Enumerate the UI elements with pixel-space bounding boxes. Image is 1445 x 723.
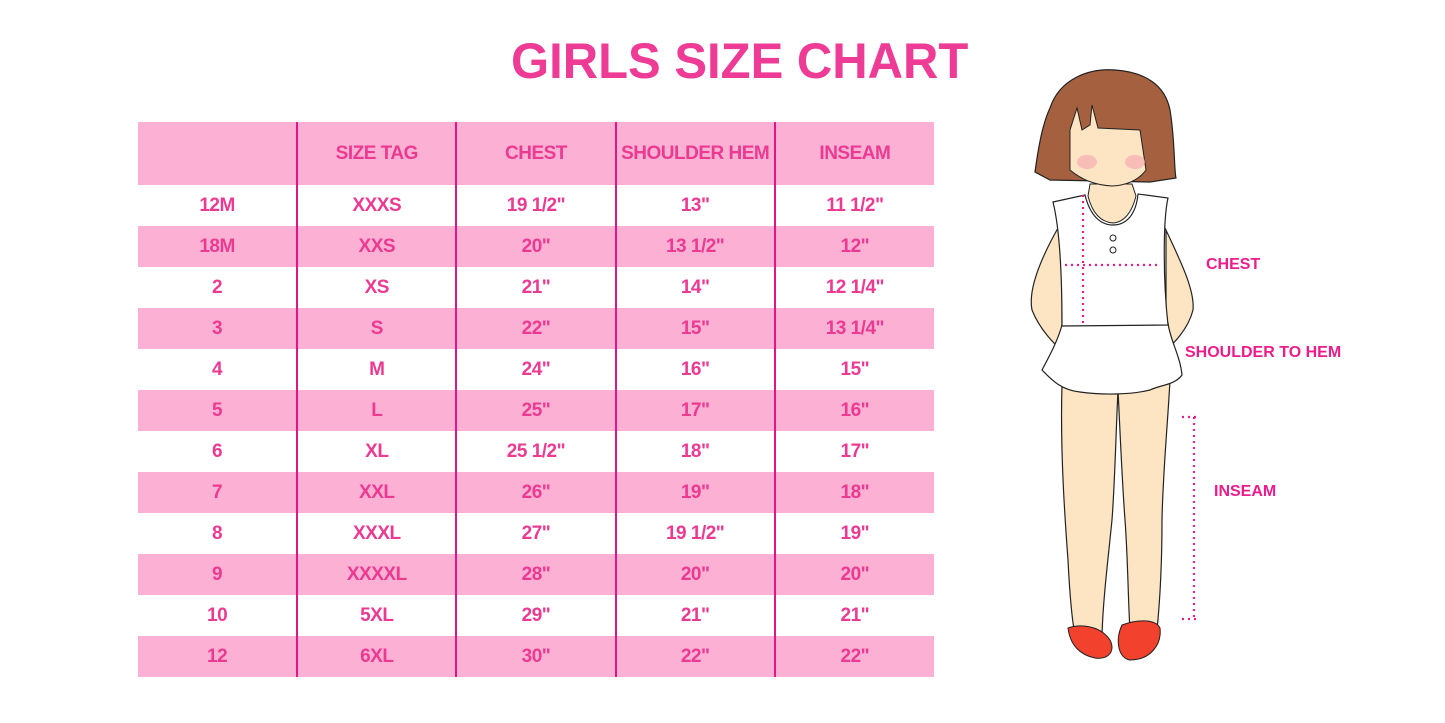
table-cell: 21"	[773, 595, 934, 636]
table-cell: 19"	[614, 472, 775, 513]
title-text: GIRLS SIZE CHART	[511, 33, 969, 89]
table-row: 18M XXS 20" 13 1/2" 12"	[138, 226, 934, 267]
left-shoe	[1067, 625, 1113, 659]
table-cell: 9	[138, 554, 298, 595]
table-cell: 2	[212, 276, 223, 298]
table-row: 3 S 22" 15" 13 1/4"	[138, 308, 934, 349]
table-cell: 22"	[614, 636, 775, 677]
shoulder-to-hem-label: SHOULDER TO HEM	[1185, 344, 1342, 361]
table-cell: 19 1/2"	[455, 185, 616, 226]
header-cell: SHOULDER HEM	[614, 122, 775, 185]
table-cell: 14"	[614, 267, 775, 308]
table-cell: 13 1/2"	[614, 226, 775, 267]
table-cell: XXL	[296, 472, 457, 513]
table-cell: 12"	[773, 226, 934, 267]
table-cell: 29"	[455, 595, 616, 636]
shirt	[1052, 193, 1169, 327]
table-row: 8 XXXL 27" 19 1/2" 19"	[138, 513, 934, 554]
table-cell: 20"	[455, 226, 616, 267]
table-row: 2 XS 21" 14" 12 1/4"	[138, 267, 934, 308]
table-cell: 19 1/2"	[614, 513, 775, 554]
table-cell: XXXXL	[296, 554, 457, 595]
table-cell: 13 1/4"	[773, 308, 934, 349]
button-icon	[1109, 246, 1117, 254]
table-cell: 12M	[199, 194, 235, 216]
table-cell: 26"	[455, 472, 616, 513]
chest-label: CHEST	[1206, 256, 1261, 273]
table-cell: 8	[212, 522, 223, 544]
header-cell: CHEST	[455, 122, 616, 185]
table-cell: 18M	[138, 226, 298, 267]
table-cell: 20"	[773, 554, 934, 595]
table-cell: 21"	[614, 595, 775, 636]
size-table: SIZE TAG CHEST SHOULDER HEM INSEAM 12M XX…	[138, 122, 934, 677]
table-cell: L	[296, 390, 457, 431]
left-arm	[1030, 227, 1063, 352]
table-cell: 15"	[614, 308, 775, 349]
table-cell: 15"	[773, 349, 934, 390]
table-row: 12M XXXS 19 1/2" 13" 11 1/2"	[138, 185, 934, 226]
table-row: 5 L 25" 17" 16"	[138, 390, 934, 431]
table-cell: 22"	[773, 636, 934, 677]
table-cell: M	[296, 349, 457, 390]
table-cell: 16"	[614, 349, 775, 390]
table-cell: 7	[138, 472, 298, 513]
table-cell: XXS	[296, 226, 457, 267]
table-cell: S	[296, 308, 457, 349]
table-cell: 12 1/4"	[773, 267, 934, 308]
table-cell: 13"	[614, 185, 775, 226]
table-row: 9 XXXXL 28" 20" 20"	[138, 554, 934, 595]
table-cell: 16"	[773, 390, 934, 431]
table-cell: 18"	[614, 431, 775, 472]
table-cell: 17"	[614, 390, 775, 431]
legs	[1060, 379, 1171, 636]
table-cell: 11 1/2"	[773, 185, 934, 226]
neck	[1087, 183, 1137, 224]
table-cell: 18"	[773, 472, 934, 513]
table-cell: 22"	[455, 308, 616, 349]
table-cell: 6XL	[296, 636, 457, 677]
table-cell: 19"	[773, 513, 934, 554]
table-row: 4 M 24" 16" 15"	[138, 349, 934, 390]
table-row: 12 6XL 30" 22" 22"	[138, 636, 934, 677]
table-cell: 28"	[455, 554, 616, 595]
table-row: 6 XL 25 1/2" 18" 17"	[138, 431, 934, 472]
table-cell: 24"	[455, 349, 616, 390]
table-cell: 10	[207, 604, 228, 626]
table-cell: 27"	[455, 513, 616, 554]
skirt	[1041, 322, 1183, 395]
header-cell: INSEAM	[773, 122, 934, 185]
table-cell: 5	[138, 390, 298, 431]
table-row: 7 XXL 26" 19" 18"	[138, 472, 934, 513]
table-cell: 25 1/2"	[455, 431, 616, 472]
table-cell: XL	[296, 431, 457, 472]
header-cell: SIZE TAG	[296, 122, 457, 185]
table-cell: 3	[138, 308, 298, 349]
table-cell: 30"	[455, 636, 616, 677]
inseam-label: INSEAM	[1214, 483, 1277, 500]
button-icon	[1109, 234, 1117, 242]
table-cell: XXXL	[296, 513, 457, 554]
table-cell: 17"	[773, 431, 934, 472]
table-cell: 21"	[455, 267, 616, 308]
table-cell: XXXS	[296, 185, 457, 226]
table-cell: 4	[212, 358, 223, 380]
header-row: SIZE TAG CHEST SHOULDER HEM INSEAM	[138, 122, 934, 185]
table-cell: 25"	[455, 390, 616, 431]
table-cell: 20"	[614, 554, 775, 595]
table-row: 10 5XL 29" 21" 21"	[138, 595, 934, 636]
table-cell: 12	[138, 636, 298, 677]
table-cell: XS	[296, 267, 457, 308]
header-cell	[138, 122, 298, 185]
right-shoe	[1117, 620, 1161, 661]
table-cell: 6	[212, 440, 223, 462]
table-cell: 5XL	[296, 595, 457, 636]
